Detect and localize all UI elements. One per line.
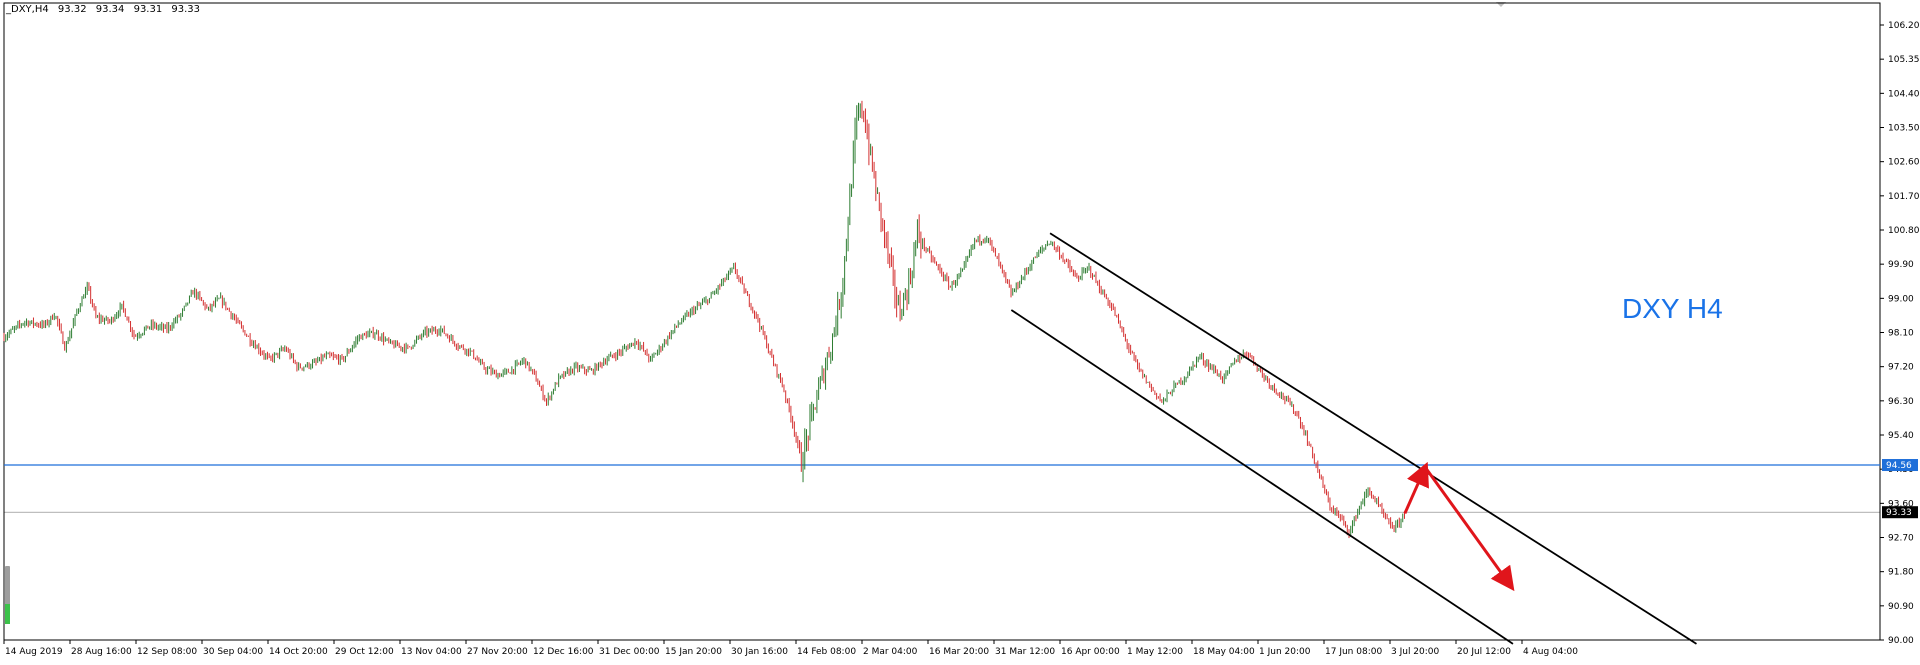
x-tick-label: 14 Oct 20:00 [269, 647, 328, 657]
y-tick-label: 102.60 [1888, 158, 1920, 168]
close-price: 93.33 [171, 4, 201, 15]
volume-indicator-widget[interactable] [5, 566, 10, 624]
x-tick-label: 12 Dec 16:00 [533, 647, 594, 657]
x-tick-label: 20 Jul 12:00 [1457, 647, 1511, 657]
symbol-header: _DXY,H4 93.32 93.34 93.31 93.33 [6, 4, 206, 15]
current-price-badge [1882, 506, 1918, 519]
y-tick-label: 95.40 [1888, 431, 1914, 441]
y-tick-label: 104.40 [1888, 89, 1920, 99]
x-tick-label: 2 Mar 04:00 [863, 647, 918, 657]
x-tick-label: 18 May 04:00 [1193, 647, 1255, 657]
channel-lower-line [1010, 309, 1514, 645]
x-tick-label: 12 Sep 08:00 [137, 647, 197, 657]
y-tick-label: 93.60 [1888, 499, 1914, 509]
x-tick-label: 31 Dec 00:00 [599, 647, 660, 657]
x-tick-label: 27 Nov 20:00 [467, 647, 528, 657]
symbol-name: _DXY,H4 [6, 4, 49, 15]
up-arrow-icon [1403, 461, 1429, 514]
y-tick-label: 90.00 [1888, 636, 1914, 646]
y-tick-label: 96.30 [1888, 397, 1914, 407]
x-tick-label: 3 Jul 20:00 [1391, 647, 1440, 657]
x-tick-label: 28 Aug 16:00 [71, 647, 132, 657]
y-tick-label: 98.10 [1888, 329, 1914, 339]
x-tick-label: 13 Nov 04:00 [401, 647, 462, 657]
support-price-badge [1882, 459, 1918, 472]
current-price-label: 93.33 [1886, 508, 1912, 518]
y-tick-label: 99.90 [1888, 260, 1914, 270]
support-price-label: 94.56 [1886, 461, 1912, 471]
y-tick-label: 92.70 [1888, 534, 1914, 544]
volume-indicator-fill [5, 604, 10, 624]
y-tick-label: 97.20 [1888, 363, 1914, 373]
x-tick-label: 16 Mar 20:00 [929, 647, 989, 657]
x-tick-label: 1 Jun 20:00 [1259, 647, 1311, 657]
y-tick-label: 106.20 [1888, 21, 1920, 31]
low-price: 93.31 [133, 4, 163, 15]
y-tick-label: 105.35 [1888, 55, 1920, 65]
y-tick-label: 99.00 [1888, 294, 1914, 304]
scroll-marker-icon[interactable] [1496, 2, 1506, 7]
x-tick-label: 14 Aug 2019 [5, 647, 63, 657]
x-tick-label: 31 Mar 12:00 [995, 647, 1055, 657]
y-tick-label: 90.90 [1888, 602, 1914, 612]
x-tick-label: 29 Oct 12:00 [335, 647, 394, 657]
y-tick-label: 100.80 [1888, 226, 1920, 236]
x-tick-label: 16 Apr 00:00 [1061, 647, 1120, 657]
x-tick-label: 30 Sep 04:00 [203, 647, 263, 657]
plot-frame [3, 2, 1881, 641]
open-price: 93.32 [57, 4, 87, 15]
chart-title: DXY H4 [1622, 293, 1723, 324]
high-price: 93.34 [95, 4, 125, 15]
x-tick-label: 4 Aug 04:00 [1523, 647, 1578, 657]
y-tick-label: 91.80 [1888, 568, 1914, 578]
x-tick-label: 15 Jan 20:00 [665, 647, 722, 657]
x-tick-label: 14 Feb 08:00 [797, 647, 856, 657]
channel-upper-line [1049, 232, 1697, 645]
x-tick-label: 30 Jan 16:00 [731, 647, 788, 657]
x-tick-label: 1 May 12:00 [1127, 647, 1183, 657]
down-arrow-icon [1424, 466, 1515, 592]
y-tick-label: 103.50 [1888, 124, 1920, 134]
y-tick-label: 101.70 [1888, 192, 1920, 202]
x-tick-label: 17 Jun 08:00 [1325, 647, 1382, 657]
